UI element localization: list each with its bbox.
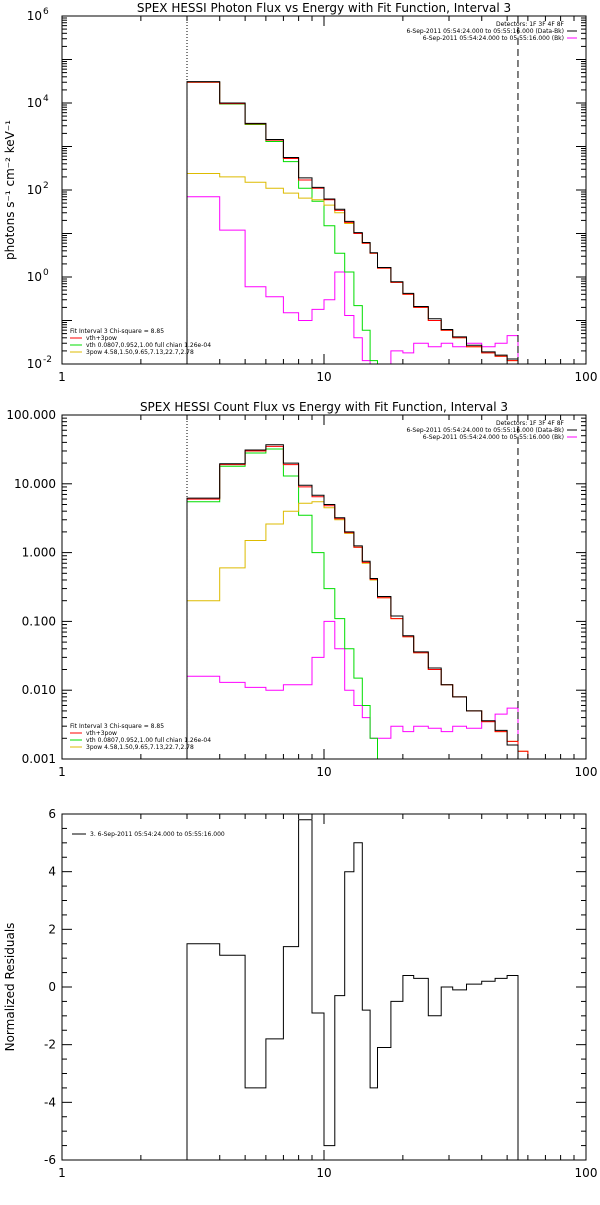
legend-topright-label: Detectors: 1F 3F 4F 8F [496,420,565,427]
x-tick-label: 10 [316,765,331,779]
y-tick-label: 0.010 [22,683,56,697]
y-tick-exponent: 0 [43,268,49,278]
x-tick-label: 100 [575,765,598,779]
x-tick-label: 100 [575,1166,598,1180]
y-tick-exponent: 4 [43,94,49,104]
legend-bottomleft-label: vth+3pow [86,730,117,737]
legend-bottomleft-label: Fit Interval 3 Chi-square = 8.85 [70,723,164,730]
series-group [186,444,529,759]
y-tick-label: 0.100 [22,614,56,628]
y-tick-exponent: -2 [43,355,52,365]
x-tick-label: 10 [316,1166,331,1180]
y-tick-label: 1.000 [22,546,56,560]
series-pow-line [186,173,519,364]
residuals-plot: 1 10 100 -6 -4 -2 0 2 4 6 Normalized Residuals 3. 6… [3,807,598,1180]
y-tick-label: -2 [44,1038,56,1052]
series-pow-line [186,501,529,759]
y-tick-label: 0 [48,980,56,994]
y-tick-label: 10 [27,183,42,197]
series-bk-line [186,620,519,759]
legend-bottomleft-label: vth 0.0807,0.952,1.00 full chian 1.26e-0… [86,737,211,744]
series-group [186,819,519,1160]
series-vth-line [186,448,378,759]
y-axis-title: photons s⁻¹ cm⁻² keV⁻¹ [3,120,17,260]
chart-title: SPEX HESSI Count Flux vs Energy with Fit… [140,400,508,414]
y-tick-label: 10 [27,9,42,23]
y-tick-label: 100.000 [6,408,56,422]
y-tick-label: 0.001 [22,752,56,766]
legend-bottomleft-label: 3pow 4.58,1.50,9.65,7.13,22.7,2.78 [86,349,194,356]
x-tick-label: 1 [58,370,66,384]
legend-bottomleft-label: 3pow 4.58,1.50,9.65,7.13,22.7,2.78 [86,744,194,751]
legend-bottomleft-label: vth+3pow [86,335,117,342]
y-tick-exponent: 2 [43,181,49,191]
series-data-line [186,81,519,364]
legend-topright-label: 6-Sep-2011 05:54:24.000 to 05:55:16.000 … [423,434,564,441]
y-tick-label: 10 [27,270,42,284]
legend-bottomleft-label: vth 0.0807,0.952,1.00 full chian 1.26e-0… [86,342,211,349]
series-group [186,81,519,364]
legend-bottomleft-label: Fit Interval 3 Chi-square = 8.85 [70,328,164,335]
y-tick-exponent: 6 [43,7,49,17]
y-tick-label: 6 [48,807,56,821]
x-tick-label: 100 [575,370,598,384]
y-tick-label: 10.000 [14,477,56,491]
y-axis-title: Normalized Residuals [3,923,17,1052]
photon-flux-plot: SPEX HESSI Photon Flux vs Energy with Fi… [3,1,598,384]
y-tick-label: 2 [48,922,56,936]
legend-topright-label: 6-Sep-2011 05:54:24.000 to 05:55:16.000 … [406,427,564,434]
legend-topright-label: Detectors: 1F 3F 4F 8F [496,21,565,28]
series-total-line [186,445,529,759]
y-tick-label: 4 [48,865,56,879]
y-tick-label: -6 [44,1153,56,1167]
series-residuals-line [186,819,519,1160]
y-tick-label: -4 [44,1095,56,1109]
chart-title: SPEX HESSI Photon Flux vs Energy with Fi… [137,1,511,15]
legend-topleft-label: 3. 6-Sep-2011 05:54:24.000 to 05:55:16.0… [90,831,225,838]
y-tick-label: 10 [27,357,42,371]
legend-topright-label: 6-Sep-2011 05:54:24.000 to 05:55:16.000 … [423,35,564,42]
series-bk-line [186,196,519,364]
count-flux-plot: SPEX HESSI Count Flux vs Energy with Fit… [6,400,598,779]
x-tick-label: 1 [58,765,66,779]
legend-topright-label: 6-Sep-2011 05:54:24.000 to 05:55:16.000 … [406,28,564,35]
x-tick-label: 1 [58,1166,66,1180]
series-data-line [186,444,519,759]
y-tick-label: 10 [27,96,42,110]
x-tick-label: 10 [316,370,331,384]
